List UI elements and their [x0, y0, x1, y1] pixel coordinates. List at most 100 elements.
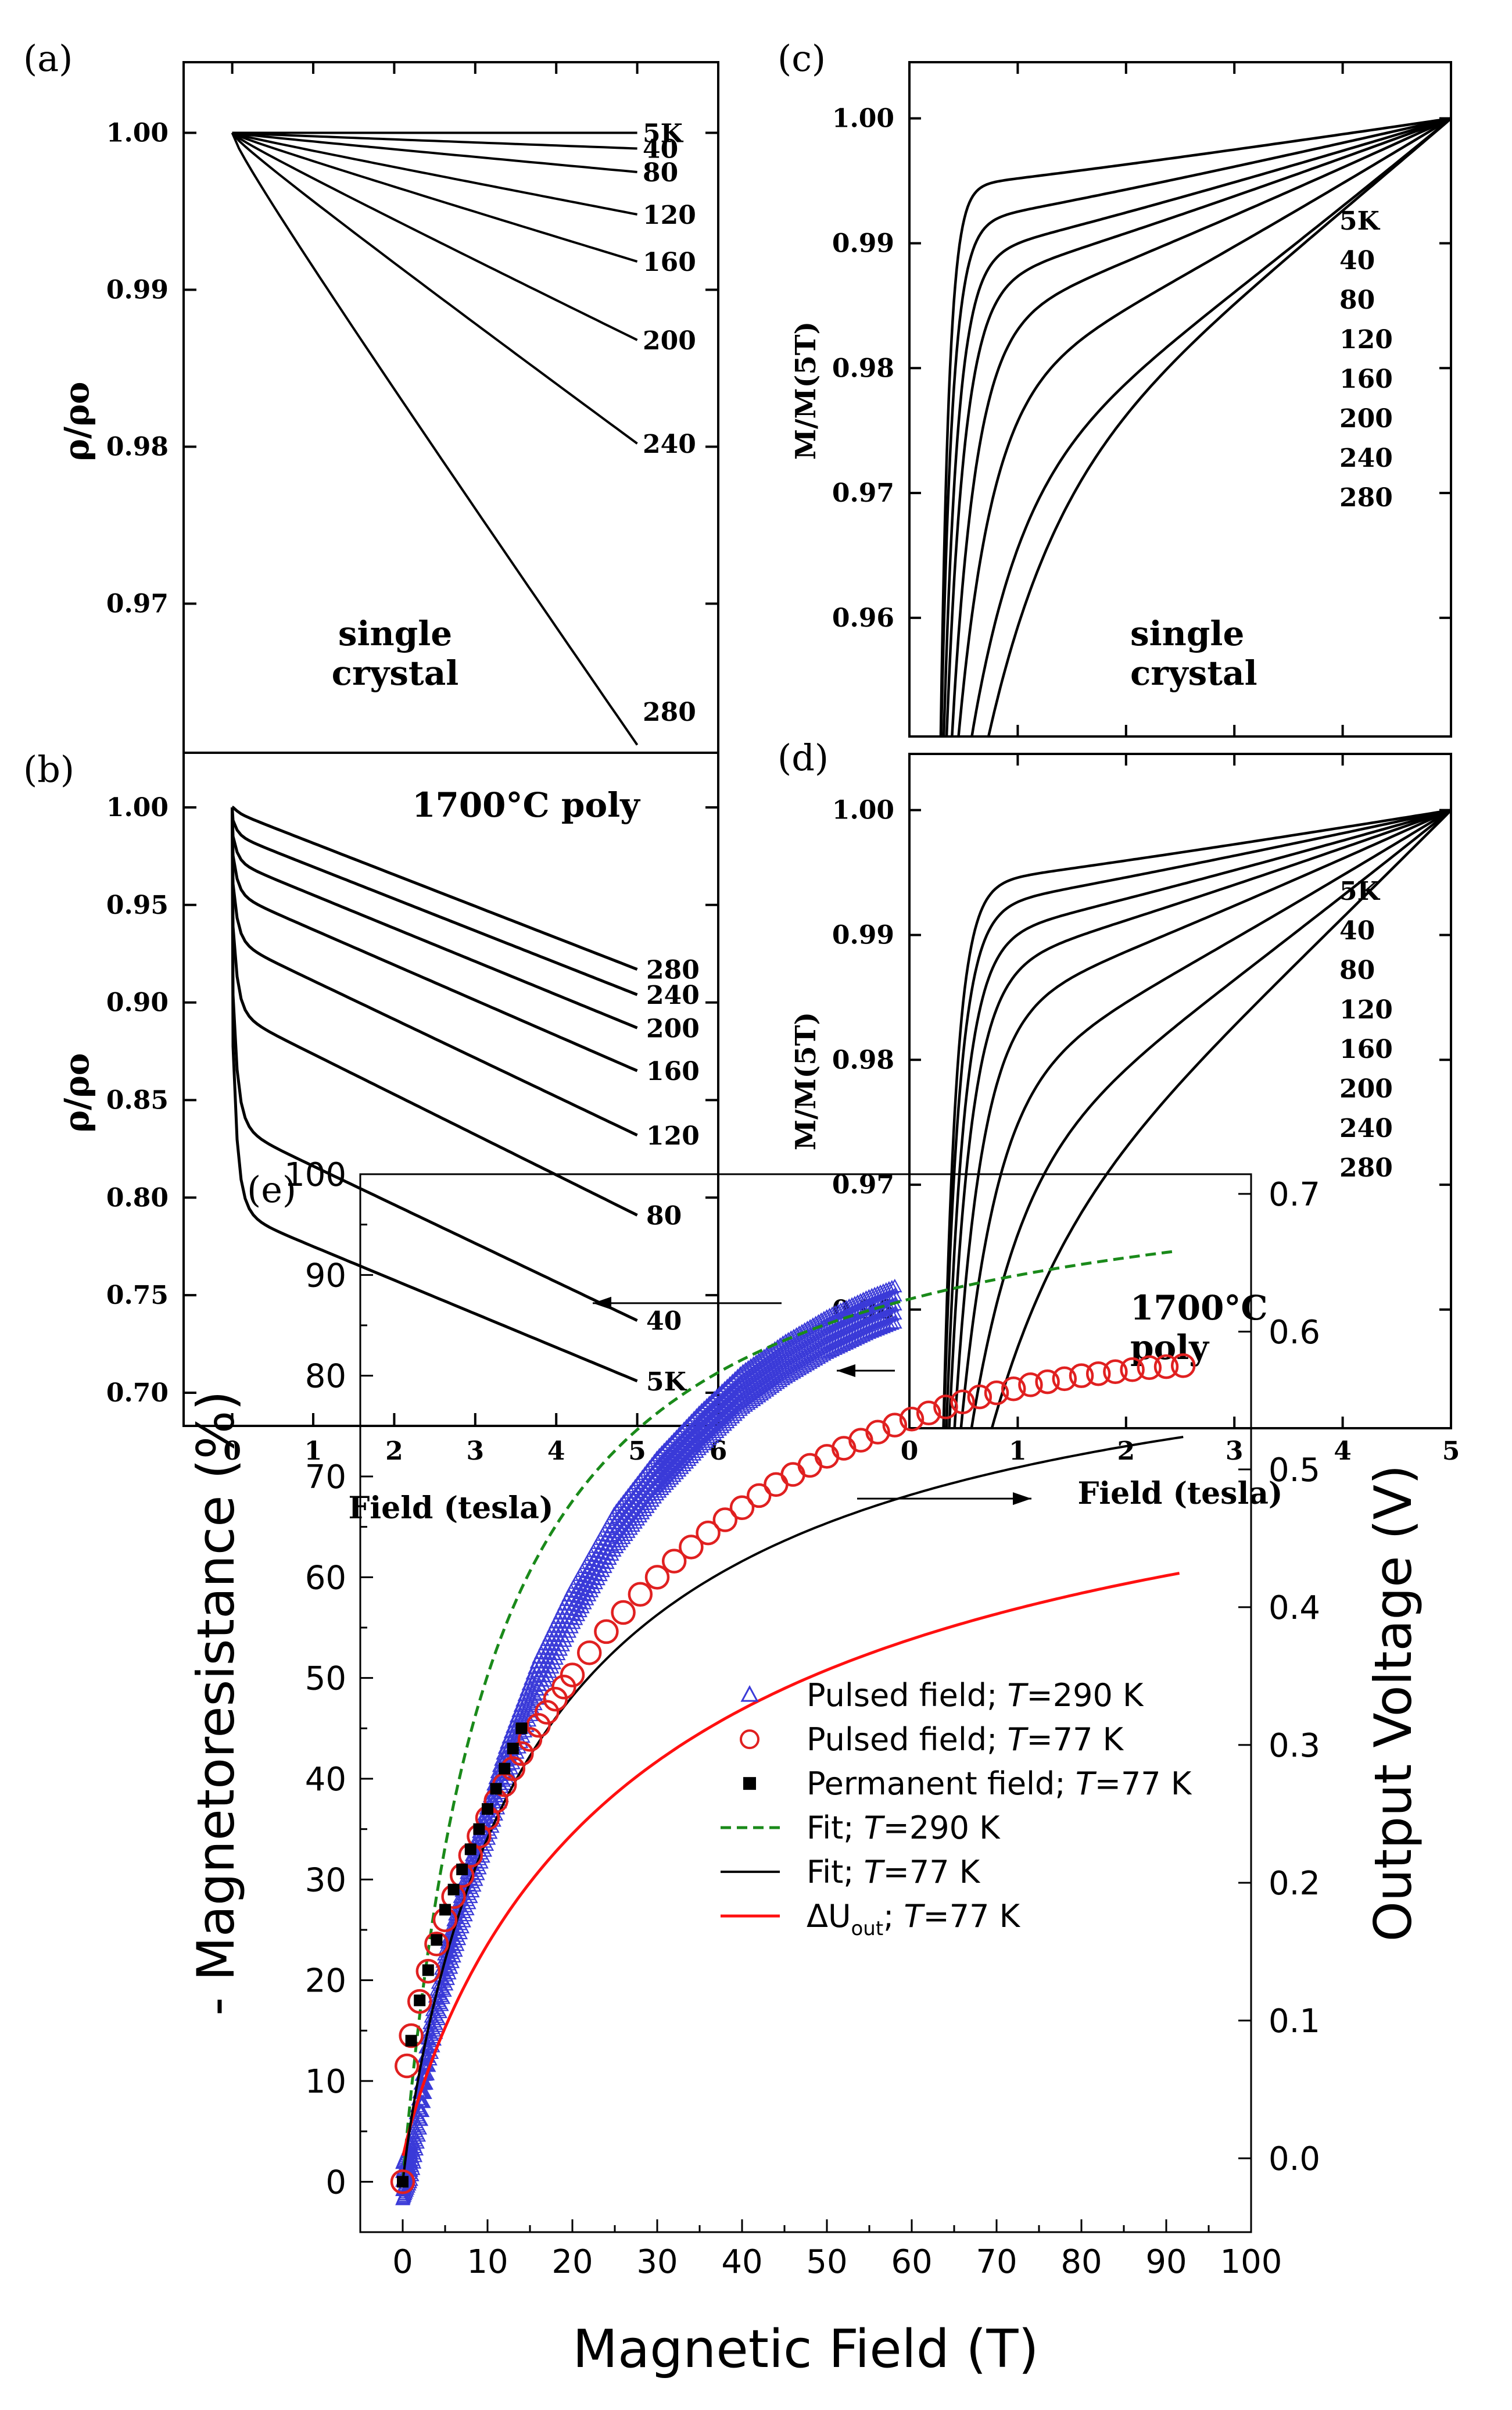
legend-d-item: 120: [1339, 995, 1393, 1025]
data-point-triangle: [778, 1370, 793, 1383]
data-point-triangle: [722, 1412, 737, 1426]
series-d-160: [953, 809, 1451, 1428]
y-tick-label-c: 0.99: [832, 228, 894, 258]
series-a-280: [231, 132, 639, 746]
y-tick-label-d: 0.97: [832, 1170, 894, 1200]
data-point-triangle: [780, 1368, 796, 1382]
y-tick-label-d: 0.99: [832, 920, 894, 950]
data-point-triangle: [432, 2004, 447, 2018]
series-fit-77: [402, 1436, 1184, 2182]
series-label-a-40: 40: [643, 135, 678, 165]
legend-text: ;: [883, 1898, 904, 1935]
data-point-triangle: [884, 1289, 900, 1303]
series-label-b-160: 160: [646, 1057, 700, 1086]
legend-d-item: 200: [1339, 1074, 1393, 1104]
y-tick-label-d: 0.98: [832, 1045, 894, 1075]
legend-c-item: 280: [1339, 483, 1393, 513]
series-b-240: [231, 807, 638, 996]
annotation-d-1: 1700°C: [1130, 1288, 1268, 1328]
x-tick-label-e: 100: [1220, 2243, 1282, 2281]
y-axis-label-b: ρ/ρo: [57, 1053, 96, 1132]
data-point-triangle: [714, 1419, 730, 1433]
x-tick-label-e: 50: [806, 2243, 847, 2281]
series-d-5K: [942, 809, 1451, 1428]
data-point-square: [499, 1762, 511, 1775]
legend-d-item: 240: [1339, 1114, 1393, 1143]
x-tick-label-e: 70: [976, 2243, 1017, 2281]
data-point-square: [414, 1994, 426, 2007]
data-point-circle: [679, 1535, 704, 1560]
y-tick-label-b: 0.75: [106, 1281, 169, 1310]
y2-axis-label-e: Output Voltage (V): [1363, 1465, 1423, 1942]
data-point-circle: [696, 1520, 721, 1546]
data-point-triangle: [884, 1279, 900, 1294]
data-point-square: [447, 1883, 460, 1896]
series-label-a-160: 160: [643, 248, 696, 277]
data-point-circle: [933, 1394, 958, 1419]
x-axis-label-e: Magnetic Field (T): [572, 2319, 1038, 2380]
y-tick-label-e: 70: [305, 1458, 346, 1496]
data-point-triangle: [882, 1281, 897, 1295]
y-tick-label-d: 1.00: [832, 796, 894, 825]
series-d-40: [942, 809, 1451, 1428]
legend-d-item: 40: [1339, 916, 1375, 946]
series-b-40: [231, 807, 638, 1322]
data-point-circle: [628, 1582, 653, 1607]
legend-c-item: 240: [1339, 444, 1393, 473]
legend-text: =290 K: [1027, 1677, 1144, 1714]
series-c-280: [987, 117, 1451, 736]
panel-e-frame: [359, 1173, 1252, 2233]
legend-d-item: 160: [1339, 1035, 1393, 1064]
y-tick-label-a: 0.99: [106, 276, 169, 305]
data-point-triangle: [794, 1360, 809, 1374]
data-point-triangle: [691, 1441, 707, 1456]
panel-b-label: (b): [23, 748, 74, 791]
data-point-square: [456, 1864, 468, 1875]
series-b-200: [231, 807, 638, 1029]
legend-italic: T: [904, 1898, 926, 1935]
data-point-circle: [644, 1565, 670, 1590]
series-b-120: [231, 807, 638, 1137]
x-tick-label-b: 0: [223, 1436, 241, 1466]
data-point-circle: [407, 1989, 432, 2014]
data-point-triangle: [811, 1350, 826, 1364]
data-point-square: [397, 2176, 409, 2188]
data-point-triangle: [414, 2103, 430, 2117]
series-b-160: [231, 807, 638, 1072]
data-point-triangle: [415, 2094, 431, 2108]
data-point-triangle: [409, 2141, 424, 2156]
data-point-triangle: [802, 1355, 818, 1369]
data-point-triangle: [800, 1357, 815, 1371]
data-point-triangle: [497, 1776, 513, 1790]
series-label-b-200: 200: [646, 1014, 700, 1043]
data-point-triangle: [694, 1439, 710, 1453]
series-label-b-80: 80: [646, 1201, 682, 1231]
annotation-a-1: single: [338, 614, 452, 653]
data-point-circle: [1052, 1366, 1077, 1392]
series-label-b-280: 280: [646, 956, 700, 985]
y-tick-label-b: 0.80: [106, 1183, 169, 1213]
x-tick-label-e: 40: [721, 2243, 762, 2281]
panel-c-label: (c): [778, 37, 826, 80]
data-point-square: [473, 1823, 485, 1835]
series-c-40: [940, 117, 1451, 736]
legend-c-item: 80: [1339, 285, 1375, 315]
data-point-circle: [424, 1932, 449, 1957]
y2-tick-label-e: 0.7: [1269, 1176, 1320, 1214]
legend-c-item: 200: [1339, 404, 1393, 434]
series-b-280: [232, 806, 638, 971]
data-point-triangle: [717, 1417, 732, 1431]
series-d-80: [945, 809, 1451, 1428]
y-axis-label-e: - Magnetoresistance (%): [186, 1390, 246, 2015]
data-point-triangle: [808, 1351, 823, 1366]
data-point-triangle: [882, 1299, 897, 1313]
legend-c-item: 160: [1339, 364, 1393, 394]
y-axis-label-c: M/M(5T): [790, 321, 822, 460]
legend-italic: T: [1008, 1721, 1029, 1758]
series-c-160: [951, 117, 1451, 736]
data-point-triangle: [887, 1315, 902, 1329]
data-point-circle: [1001, 1376, 1026, 1401]
y-tick-label-e: 40: [305, 1761, 346, 1798]
series-label-a-5K: 5K: [643, 119, 684, 149]
data-point-triangle: [406, 2155, 422, 2169]
